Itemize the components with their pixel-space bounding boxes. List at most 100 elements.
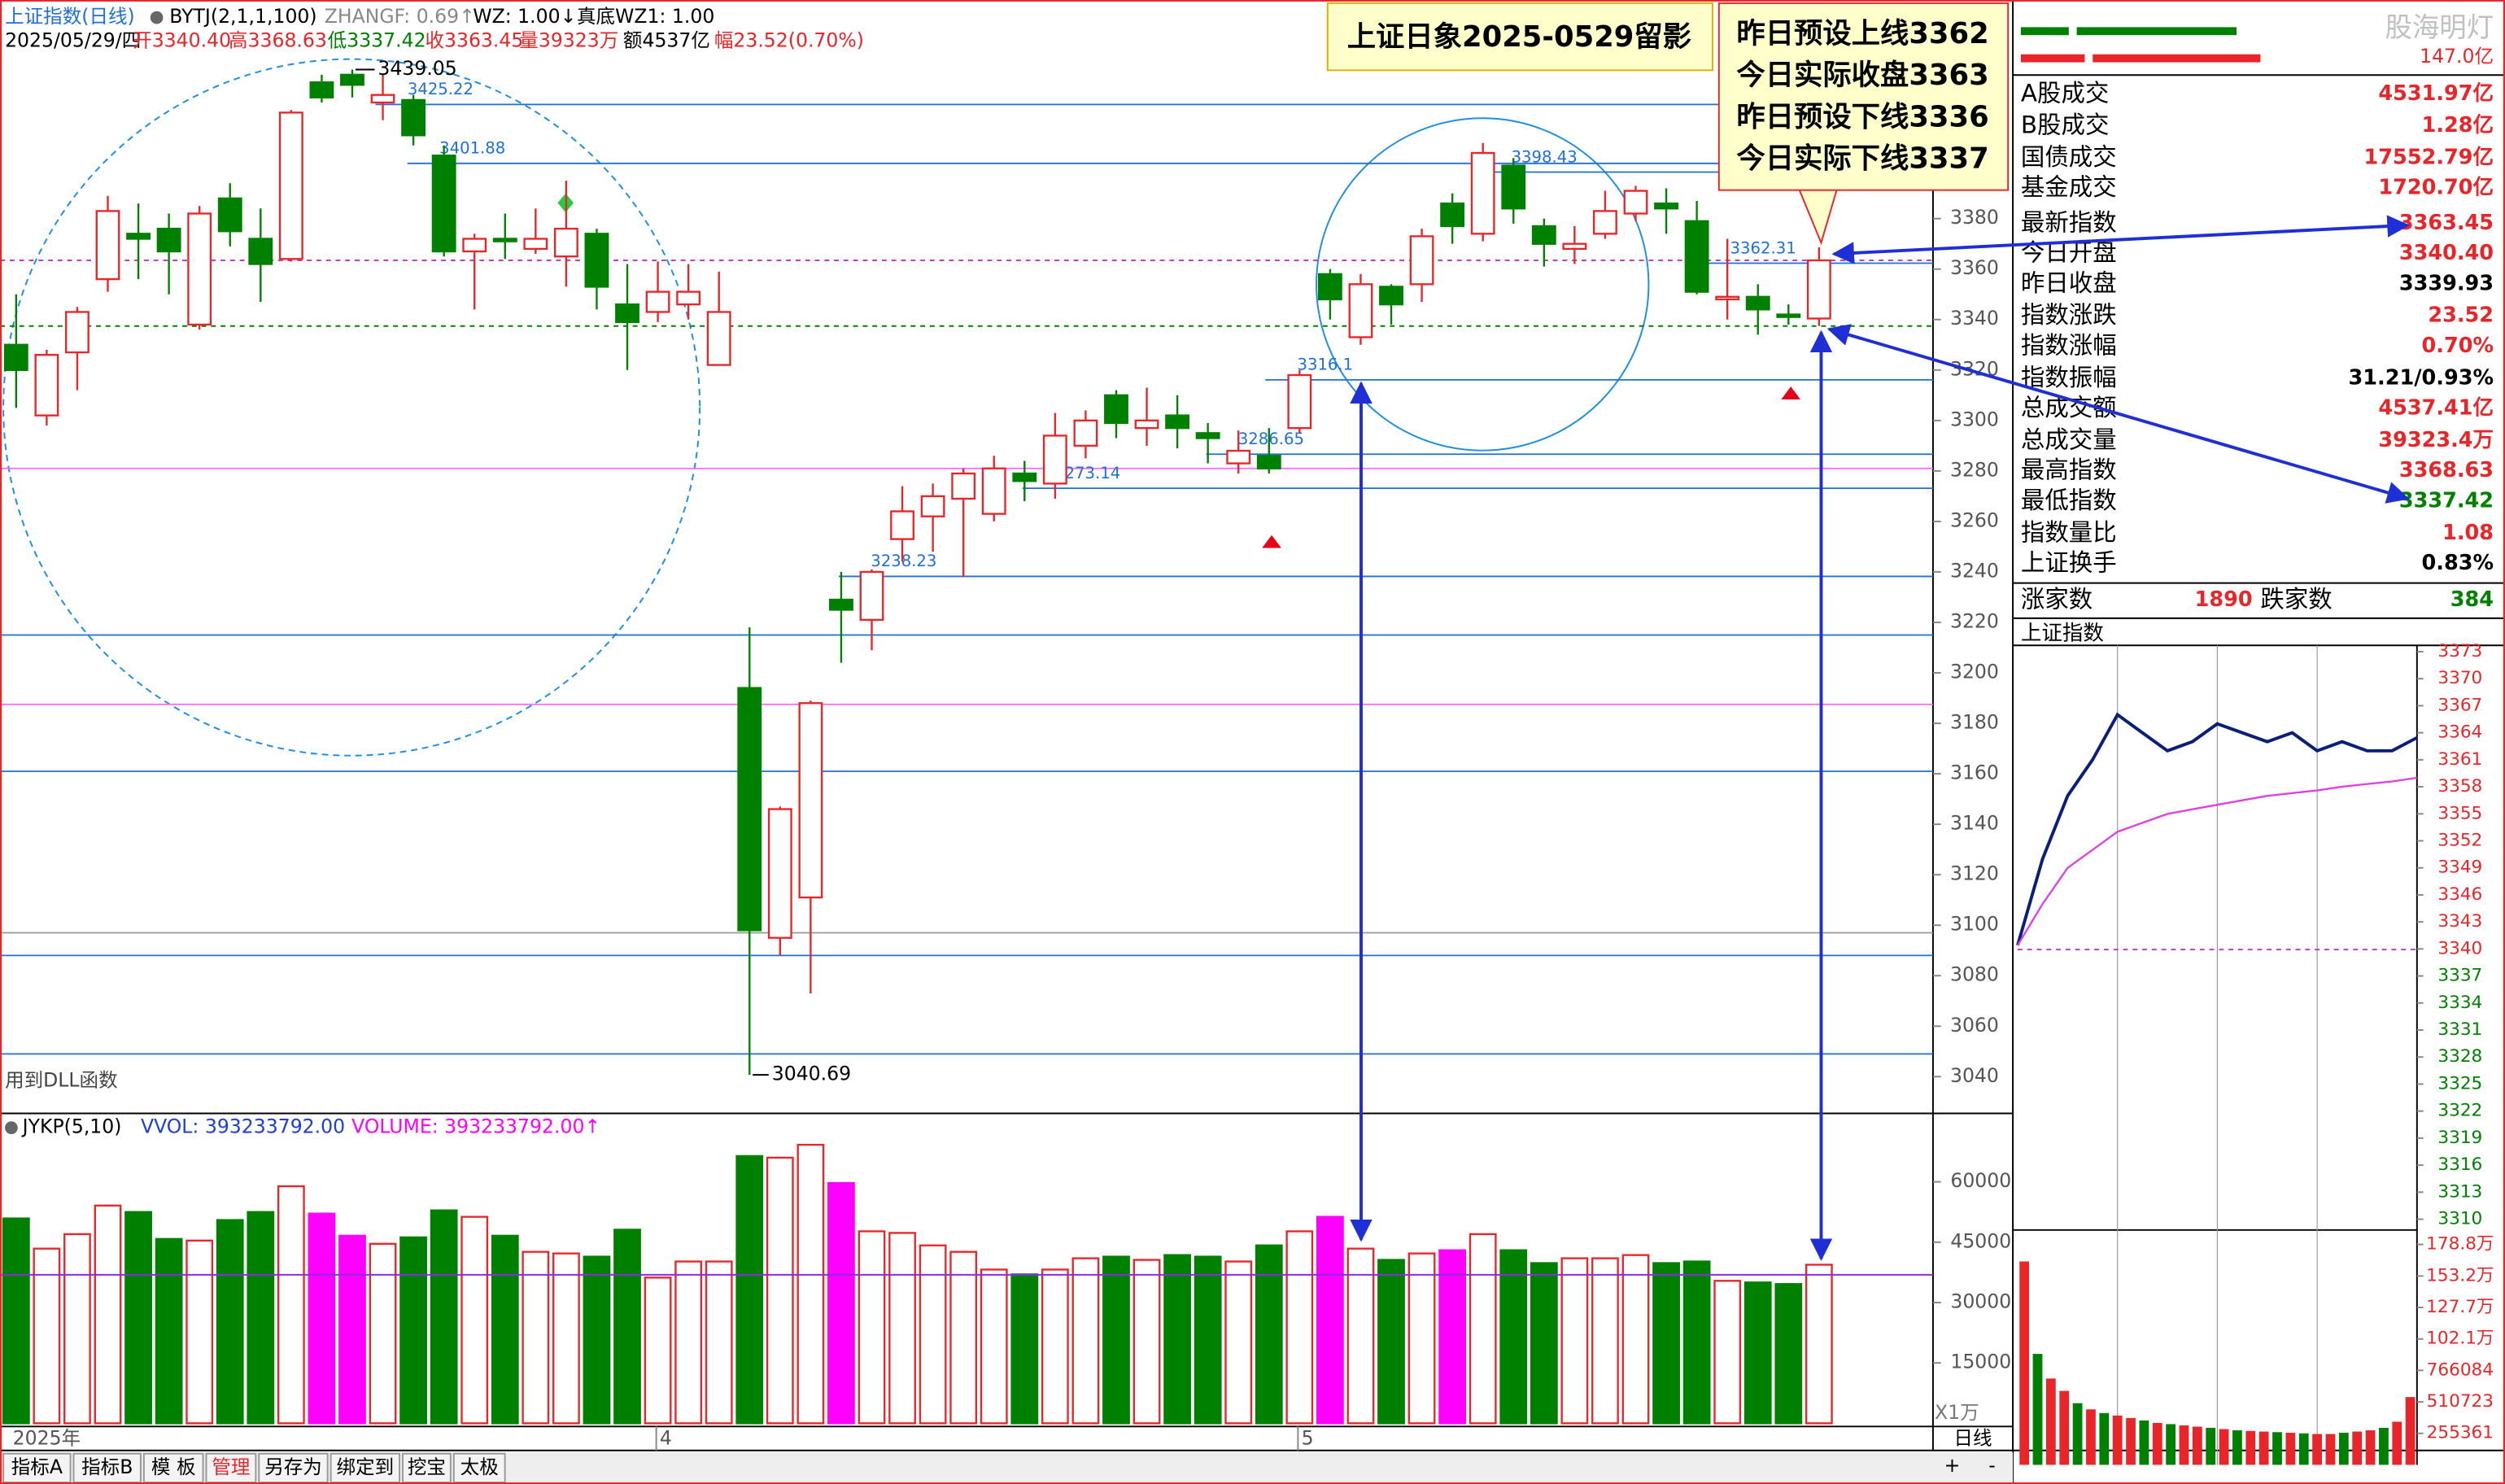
signal-triangle — [1262, 535, 1281, 548]
y-tick-label: 3300 — [1950, 408, 1999, 430]
y-tick-label: 3160 — [1950, 762, 1999, 784]
volume-bar — [1530, 1262, 1558, 1425]
y-tick-label: 3310 — [2437, 1209, 2482, 1229]
candle-body — [1409, 235, 1434, 286]
volume-bar — [2219, 1429, 2229, 1465]
tab[interactable] — [258, 1452, 329, 1484]
volume-bar — [308, 1212, 336, 1425]
volume-bar — [338, 1234, 366, 1425]
volume-bar — [155, 1237, 183, 1425]
quote-label: 指数量比 — [2021, 518, 2117, 546]
volume-bar — [1377, 1259, 1405, 1425]
header-text: 真底WZ1: 1.00 — [577, 5, 714, 28]
y-tick-label: 3373 — [2437, 641, 2482, 661]
signal-triangle — [1781, 386, 1800, 399]
candle-body — [309, 81, 334, 98]
volume-bar — [522, 1250, 550, 1425]
note-line: 今日实际收盘3363 — [1736, 59, 1988, 92]
volume-bar — [796, 1143, 825, 1425]
volume-bar — [766, 1156, 794, 1425]
candle-body — [615, 303, 639, 324]
quote-value: 31.21/0.93% — [2349, 365, 2494, 390]
tab-label[interactable]: 绑定到 — [337, 1456, 395, 1478]
quote-value: 3339.93 — [2399, 271, 2494, 295]
decline-label: 跌家数 — [2260, 586, 2332, 613]
candle-body — [1348, 283, 1373, 338]
candle-body — [767, 808, 792, 939]
volume-bar — [216, 1219, 244, 1425]
y-tick-label: 3364 — [2437, 722, 2482, 743]
candle-body — [1226, 449, 1251, 465]
quote-value: 3363.45 — [2399, 211, 2494, 235]
volume-bar — [1041, 1268, 1069, 1425]
volume-bar — [1805, 1264, 1833, 1425]
volume-bar — [2325, 1434, 2336, 1465]
x-tick-label: 2025年 — [13, 1427, 81, 1450]
y-tick-label: 3367 — [2437, 695, 2482, 715]
tab-label[interactable]: 挖宝 — [408, 1456, 446, 1478]
zoom-button[interactable]: - — [1988, 1454, 1996, 1477]
tab[interactable] — [329, 1452, 401, 1484]
candle-body — [1379, 286, 1403, 306]
volume-bar — [2338, 1433, 2349, 1465]
tab[interactable] — [401, 1452, 452, 1484]
tab[interactable] — [2, 1452, 72, 1484]
quote-label: 最高指数 — [2021, 456, 2117, 484]
header-text: 额4537亿 — [623, 29, 710, 52]
y-tick-label: 3334 — [2437, 993, 2482, 1013]
quote-value: 3368.63 — [2399, 458, 2494, 482]
volume-bar — [1071, 1257, 1100, 1425]
y-tick-label: 3361 — [2437, 749, 2482, 770]
note-line: 今日实际下线3337 — [1736, 142, 1988, 175]
volume-bar — [919, 1244, 947, 1425]
volume-bar — [247, 1211, 275, 1425]
volume-bar — [491, 1234, 519, 1425]
tab-label[interactable]: 太极 — [460, 1456, 499, 1478]
note-line: 昨日预设上线3362 — [1736, 17, 1988, 50]
y-tick-label: 3316 — [2437, 1154, 2482, 1175]
volume-bar — [1621, 1254, 1650, 1425]
y-tick-label: 3180 — [1950, 711, 1999, 734]
volume-bar — [2312, 1434, 2322, 1465]
note-box — [1326, 2, 1713, 72]
quote-value: 4537.41亿 — [2378, 396, 2494, 421]
volume-bar — [2072, 1403, 2083, 1465]
volume-bar — [2166, 1424, 2176, 1465]
volume-bar — [1560, 1257, 1589, 1425]
tab-label[interactable]: 指标A — [11, 1456, 63, 1478]
volume-bar — [644, 1277, 672, 1425]
zoom-button[interactable]: + — [1944, 1454, 1961, 1477]
volume-bar — [2298, 1433, 2309, 1465]
volume-bar — [2099, 1412, 2110, 1465]
volume-bar — [1774, 1283, 1803, 1425]
tab-label[interactable]: 模 板 — [151, 1456, 196, 1478]
quote-value: 0.70% — [2422, 334, 2494, 358]
quote-label: 总成交量 — [2021, 426, 2117, 453]
candle-body — [553, 227, 578, 258]
quote-label: 上证换手 — [2021, 549, 2117, 577]
highlight-circle — [1316, 117, 1650, 452]
volume-bar — [735, 1154, 764, 1425]
candle-body — [951, 472, 976, 500]
tab[interactable] — [142, 1452, 204, 1484]
candle-body — [1806, 259, 1831, 320]
tab-label[interactable]: 另存为 — [264, 1456, 322, 1478]
volume-bar — [1438, 1249, 1467, 1425]
tab-label[interactable]: 管理 — [212, 1456, 250, 1478]
tab-label[interactable]: 指标B — [81, 1456, 133, 1478]
candle-body — [1654, 202, 1678, 210]
quote-value: 4531.97亿 — [2378, 81, 2494, 106]
y-tick-label: 3060 — [1950, 1014, 1999, 1037]
volume-header: JYKP(5,10) — [21, 1115, 122, 1138]
volume-bar — [705, 1260, 733, 1425]
candle-body — [492, 238, 517, 242]
candle-body — [370, 94, 395, 104]
y-tick-label: 3352 — [2437, 830, 2482, 850]
volume-bar — [1255, 1244, 1283, 1425]
quote-value: 39323.4万 — [2378, 428, 2494, 452]
volume-bar — [2032, 1354, 2043, 1465]
candle-body — [217, 197, 242, 233]
volume-bar — [63, 1233, 91, 1425]
